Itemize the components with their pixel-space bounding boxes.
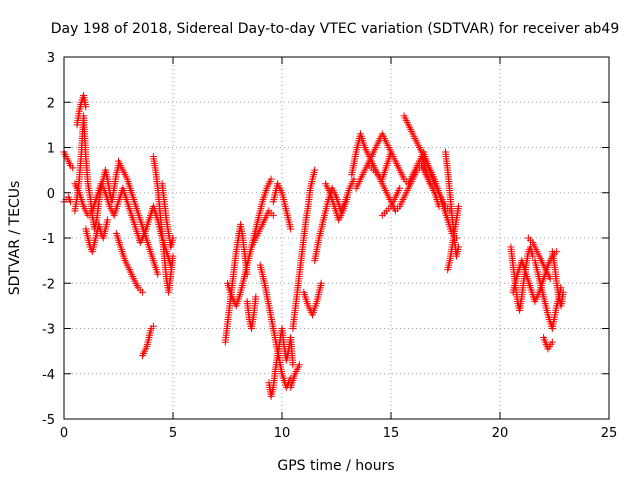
data-points (60, 91, 567, 400)
data-point (104, 216, 112, 224)
chart-title: Day 198 of 2018, Sidereal Day-to-day VTE… (51, 21, 620, 37)
y-axis-label: SDTVAR / TECUs (7, 181, 23, 296)
y-tick-label: -1 (42, 232, 55, 247)
data-point (317, 279, 325, 287)
data-point (267, 175, 275, 183)
data-point (455, 202, 463, 210)
data-point (269, 211, 277, 219)
y-tick-label: -2 (42, 277, 55, 292)
y-tick-label: 0 (47, 187, 55, 202)
data-point (455, 243, 463, 251)
y-tick-label: -3 (42, 323, 55, 338)
y-tick-label: 3 (47, 51, 55, 66)
data-point (82, 103, 90, 111)
data-point (343, 193, 351, 201)
x-axis-label: GPS time / hours (277, 458, 394, 474)
y-tick-labels: -5 -4 -3 -2 -1 0 1 2 3 (42, 51, 55, 428)
x-tick-label: 25 (601, 426, 618, 441)
data-point (154, 270, 162, 278)
data-point (289, 361, 297, 369)
data-point (252, 293, 260, 301)
x-tick-labels: 0 5 10 15 20 25 (60, 426, 617, 441)
data-point (295, 361, 303, 369)
data-point (69, 164, 77, 172)
y-tick-label: 2 (47, 96, 55, 111)
data-point (559, 288, 567, 296)
data-point (350, 175, 358, 183)
data-point (548, 338, 556, 346)
y-tick-label: -5 (42, 413, 55, 428)
plot-frame (63, 56, 610, 420)
y-tick-label: -4 (42, 368, 55, 383)
x-tick-label: 10 (274, 426, 291, 441)
data-point (287, 225, 295, 233)
data-point (169, 234, 177, 242)
data-point (546, 275, 554, 283)
x-tick-label: 20 (492, 426, 509, 441)
x-tick-label: 5 (169, 426, 177, 441)
data-point (311, 166, 319, 174)
data-point (529, 252, 537, 260)
x-tick-label: 15 (383, 426, 400, 441)
data-point (169, 252, 177, 260)
data-point (396, 184, 404, 192)
y-tick-label: 1 (47, 142, 55, 157)
data-point (138, 288, 146, 296)
data-point (149, 322, 157, 330)
x-tick-label: 0 (60, 426, 68, 441)
